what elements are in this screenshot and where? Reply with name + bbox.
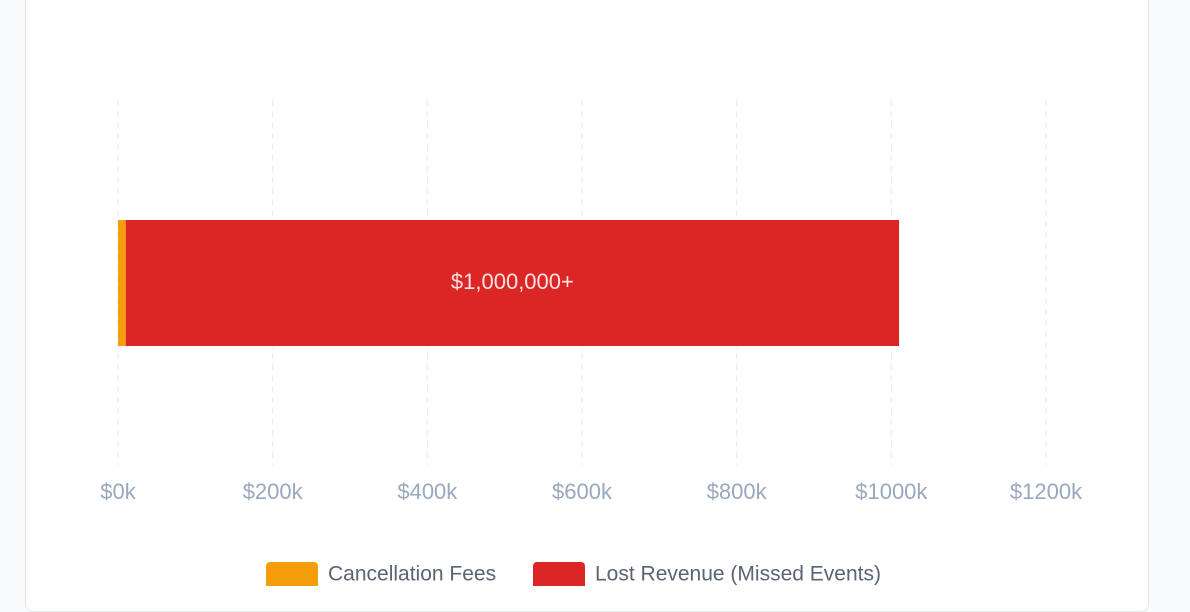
legend-label: Cancellation Fees xyxy=(328,563,496,586)
x-tick-label: $1200k xyxy=(1010,479,1083,504)
data-label: $1,000,000+ xyxy=(451,269,574,294)
x-tick-label: $0k xyxy=(100,479,136,504)
x-tick-label: $800k xyxy=(707,479,768,504)
bar-segment xyxy=(118,220,126,346)
legend-swatch xyxy=(266,562,318,586)
chart: $0k$200k$400k$600k$800k$1000k$1200k$10k$… xyxy=(100,100,1083,586)
bar-segment xyxy=(125,220,900,346)
x-tick-label: $1000k xyxy=(855,479,928,504)
legend-label: Lost Revenue (Missed Events) xyxy=(595,563,881,586)
page: {"chart_data": { "type": "stacked-bar-ho… xyxy=(25,0,1149,612)
legend-swatch xyxy=(533,562,585,586)
x-tick-label: $600k xyxy=(552,479,613,504)
x-tick-label: $400k xyxy=(397,479,458,504)
x-tick-label: $200k xyxy=(243,479,304,504)
